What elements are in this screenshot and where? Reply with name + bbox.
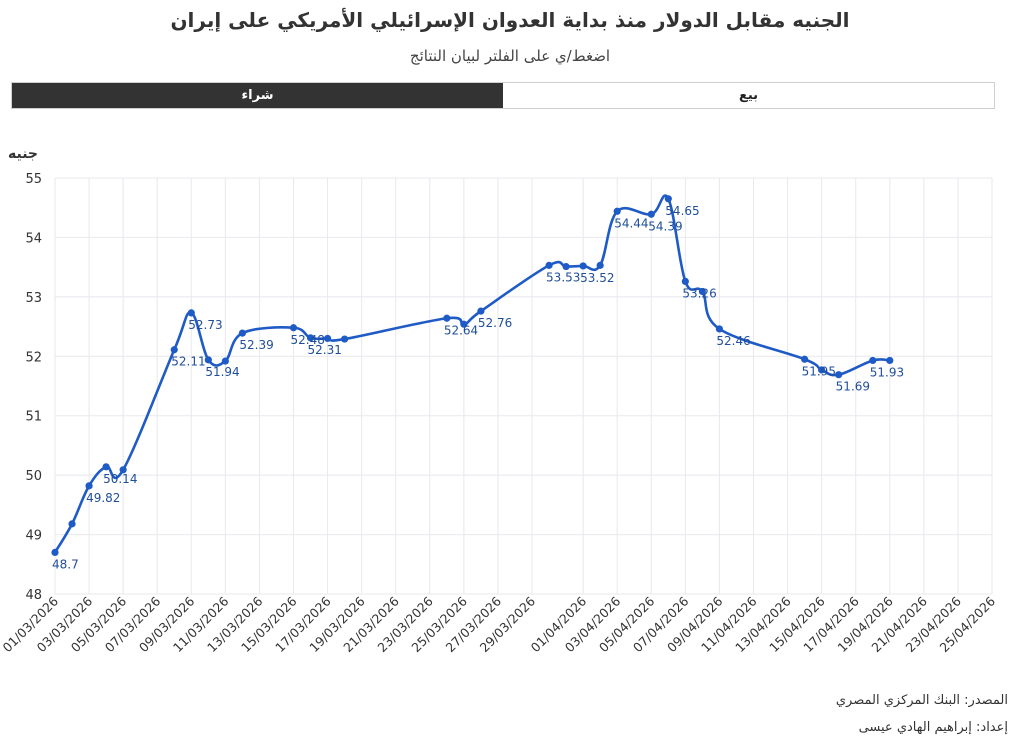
data-label: 52.46	[716, 334, 750, 348]
data-point[interactable]	[835, 371, 843, 379]
data-point[interactable]	[289, 324, 298, 332]
y-tick-label: 49	[25, 529, 42, 544]
data-point[interactable]	[545, 261, 553, 269]
y-tick-label: 51	[25, 410, 42, 425]
sell-filter-button[interactable]: بيع	[503, 83, 994, 108]
data-point[interactable]	[681, 277, 689, 286]
data-point[interactable]	[119, 466, 127, 474]
data-label: 52.76	[478, 316, 512, 330]
y-axis-label: جنيه	[8, 146, 38, 162]
data-point[interactable]	[204, 356, 212, 364]
data-label: 52.73	[188, 318, 222, 332]
data-point[interactable]	[68, 520, 76, 528]
page-subtitle: اضغط/ي على الفلتر لبيان النتائج	[409, 47, 611, 65]
data-label: 52.31	[308, 343, 342, 357]
data-point[interactable]	[801, 355, 809, 363]
filter-toggle: شراء بيع	[11, 82, 995, 109]
data-label: 50.14	[103, 472, 137, 486]
grid-lines	[54, 177, 993, 595]
y-tick-label: 54	[25, 231, 42, 246]
data-point[interactable]	[85, 482, 93, 490]
data-label: 53.26	[682, 286, 716, 300]
data-point[interactable]	[443, 314, 451, 322]
data-point[interactable]	[221, 357, 229, 365]
data-label: 54.39	[648, 219, 682, 233]
data-label: 51.93	[870, 365, 904, 379]
author-note: إعداد: إبراهيم الهادي عيسى	[858, 720, 1008, 735]
data-label: 53.52	[580, 271, 614, 285]
data-point[interactable]	[647, 210, 655, 218]
series-line	[53, 194, 890, 554]
data-point[interactable]	[477, 307, 485, 315]
y-tick-label: 52	[25, 350, 42, 365]
data-label: 51.94	[205, 365, 239, 379]
data-point[interactable]	[170, 346, 178, 354]
source-note: المصدر: البنك المركزي المصري	[835, 693, 1008, 708]
data-label: 53.53	[546, 270, 580, 284]
data-point[interactable]	[715, 325, 724, 333]
data-label: 52.48	[291, 333, 325, 347]
data-points	[51, 195, 894, 557]
data-point[interactable]	[187, 309, 195, 317]
data-label: 49.82	[86, 491, 120, 505]
data-point[interactable]	[579, 262, 587, 270]
y-tick-label: 53	[25, 291, 42, 306]
buy-filter-button[interactable]: شراء	[12, 83, 503, 108]
data-point[interactable]	[664, 195, 672, 203]
data-point[interactable]	[460, 320, 468, 328]
data-point[interactable]	[886, 356, 894, 365]
data-label: 48.7	[52, 557, 79, 571]
data-label: 52.64	[444, 323, 478, 337]
line-chart: جنيه 48 49 50 51 52 53 54 55 01/03/202603/03/20…	[0, 146, 998, 655]
data-point[interactable]	[869, 356, 877, 365]
y-tick-label: 48	[25, 588, 42, 603]
x-axis-ticks: 01/03/202603/03/202605/03/202607/03/2026…	[0, 593, 998, 655]
data-point[interactable]	[596, 261, 604, 269]
data-point[interactable]	[562, 262, 570, 271]
data-label: 52.11	[171, 355, 205, 369]
data-point[interactable]	[698, 287, 706, 296]
data-point[interactable]	[306, 334, 315, 342]
data-point[interactable]	[102, 463, 110, 471]
data-label: 52.39	[239, 338, 273, 352]
page-title: الجنيه مقابل الدولار منذ بداية العدوان ا…	[170, 8, 850, 32]
data-point[interactable]	[51, 548, 59, 557]
data-label: 54.65	[665, 204, 699, 218]
data-point[interactable]	[323, 334, 332, 343]
data-label: 54.44	[614, 216, 648, 230]
data-point[interactable]	[341, 335, 349, 343]
data-label: 51.69	[836, 380, 870, 394]
data-label: 51.95	[802, 364, 836, 378]
y-tick-label: 50	[25, 469, 42, 484]
data-point[interactable]	[613, 207, 621, 215]
y-axis-ticks: 48 49 50 51 52 53 54 55	[25, 172, 42, 603]
data-point[interactable]	[238, 329, 246, 337]
data-point[interactable]	[818, 366, 826, 374]
y-tick-label: 55	[25, 172, 42, 187]
